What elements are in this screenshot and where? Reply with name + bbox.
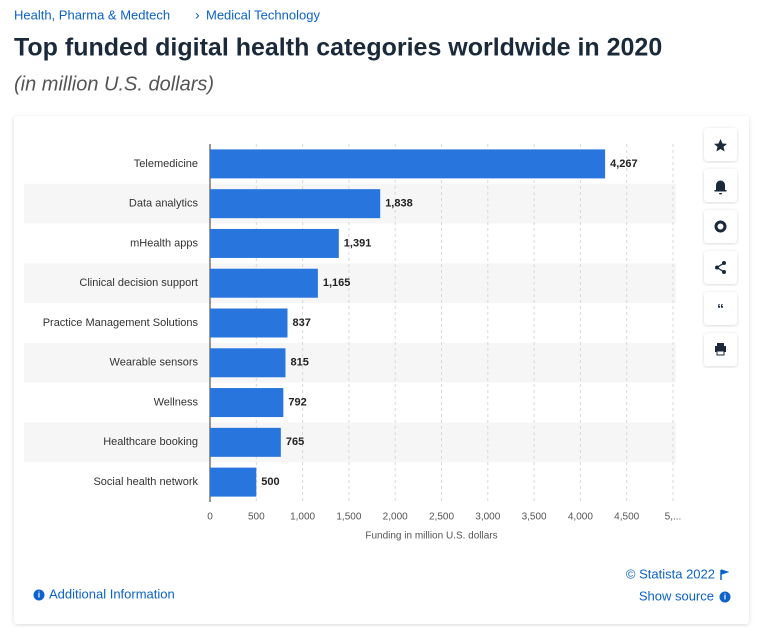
y-tick-label: Wellness (154, 396, 199, 408)
y-tick-label: Healthcare booking (103, 436, 198, 448)
x-tick-label: 5,... (665, 512, 682, 523)
notification-button[interactable] (704, 169, 737, 202)
settings-button[interactable] (704, 210, 737, 243)
print-button[interactable] (704, 333, 737, 366)
bar (210, 427, 281, 457)
x-tick-label: 4,000 (568, 512, 593, 523)
value-label: 4,267 (610, 158, 638, 170)
info-icon-glyph: i (724, 593, 726, 602)
favorite-button[interactable] (704, 128, 737, 161)
value-label: 500 (261, 476, 279, 488)
value-label: 765 (286, 436, 304, 448)
x-tick-label: 500 (248, 512, 265, 523)
x-tick-label: 0 (207, 512, 213, 523)
show-source-link[interactable]: Show source (639, 588, 714, 603)
bar (210, 388, 284, 418)
bar (210, 308, 288, 338)
info-icon (33, 589, 45, 601)
flag-icon (720, 569, 730, 580)
x-tick-label: 1,500 (336, 512, 361, 523)
bar (210, 149, 606, 179)
y-tick-label: mHealth apps (130, 237, 198, 249)
chart-subtitle: (in million U.S. dollars) (14, 73, 214, 95)
x-axis-title: Funding in million U.S. dollars (365, 531, 497, 542)
info-icon-glyph: i (38, 591, 40, 600)
value-label: 1,838 (385, 198, 413, 210)
value-label: 1,391 (344, 237, 372, 249)
info-icon (719, 591, 731, 603)
y-tick-label: Wearable sensors (110, 357, 199, 369)
svg-text:“: “ (717, 301, 724, 317)
y-tick-label: Practice Management Solutions (43, 317, 199, 329)
y-tick-label: Telemedicine (134, 158, 198, 170)
y-tick-label: Data analytics (129, 198, 199, 210)
additional-info-link[interactable]: Additional Information (49, 586, 175, 601)
breadcrumb-item[interactable]: Medical Technology (206, 7, 320, 22)
bar (210, 189, 381, 219)
x-tick-label: 2,000 (383, 512, 408, 523)
x-tick-label: 4,500 (614, 512, 639, 523)
bar (210, 348, 286, 378)
share-button[interactable] (704, 251, 737, 284)
bar (210, 228, 339, 258)
x-tick-label: 1,000 (290, 512, 315, 523)
breadcrumb-item[interactable]: Health, Pharma & Medtech (14, 7, 170, 22)
chart-title: Top funded digital health categories wor… (14, 34, 662, 62)
value-label: 792 (288, 396, 306, 408)
value-label: 815 (290, 357, 308, 369)
y-tick-label: Social health network (93, 476, 198, 488)
value-label: 1,165 (323, 277, 351, 289)
row-band (24, 422, 676, 463)
row-band (24, 342, 676, 383)
bar (210, 268, 318, 298)
toolbar: “ (704, 128, 737, 366)
x-tick-label: 2,500 (429, 512, 454, 523)
breadcrumb-separator: › (195, 7, 200, 23)
x-tick-label: 3,000 (475, 512, 500, 523)
bar (210, 467, 257, 497)
copyright[interactable]: © Statista 2022 (626, 566, 715, 581)
row-band (24, 263, 676, 304)
x-tick-label: 3,500 (522, 512, 547, 523)
cite-button[interactable]: “ (704, 292, 737, 325)
y-tick-label: Clinical decision support (79, 277, 198, 289)
value-label: 837 (293, 317, 311, 329)
plot: 0 500 1,000 1,500 2,000 2,500 3,000 3,500 4,000 4… (24, 144, 681, 542)
